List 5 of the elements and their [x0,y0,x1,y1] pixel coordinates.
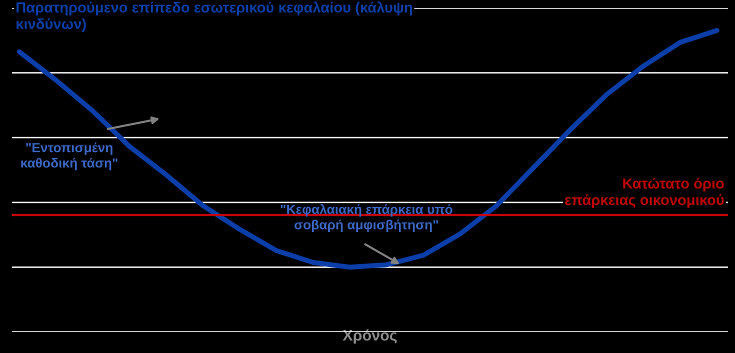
x-axis-title: Χρόνος [342,329,397,344]
ref-line-label: Κατώτατο όριο επάρκειας οικονομικού [565,178,724,208]
annotation: "Εντοπισμένη καθοδική τάση" [21,142,118,170]
series-label: Παρατηρούμενο επίπεδο εσωτερικού κεφαλαίου (κάλυψη κινδύνων) [16,2,412,32]
annotation: "Κεφαλαιακή επάρκεια υπό σοβαρή αμφισβήτηση" [280,204,452,232]
